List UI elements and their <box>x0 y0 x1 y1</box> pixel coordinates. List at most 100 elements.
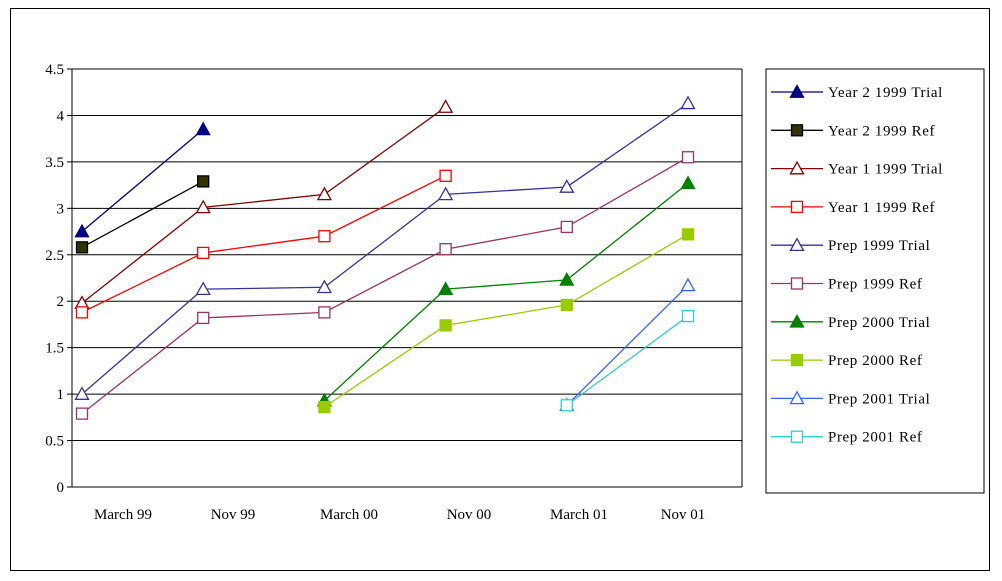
series-line <box>81 102 689 395</box>
legend-marker <box>790 200 804 214</box>
legend-label: Prep 2001 Trial <box>828 391 930 407</box>
series-lines <box>74 95 696 420</box>
legend-label: Prep 2001 Ref <box>828 430 922 446</box>
y-tick-label: 4.5 <box>45 62 64 78</box>
series-9 <box>560 309 695 412</box>
legend-label: Year 1 1999 Trial <box>828 162 943 178</box>
series-line <box>566 284 689 406</box>
series-1 <box>75 175 210 254</box>
y-tick-label: 3.5 <box>45 155 64 171</box>
data-point <box>439 243 452 256</box>
data-point <box>437 99 454 113</box>
y-tick-label: 0 <box>57 480 65 496</box>
legend-marker <box>790 124 804 137</box>
data-point <box>195 281 211 295</box>
data-point <box>74 223 90 238</box>
data-point <box>560 220 573 234</box>
legend-label: Prep 2000 Trial <box>828 315 930 331</box>
data-point <box>681 151 695 164</box>
y-tick-label: 1 <box>57 387 65 403</box>
data-point <box>318 230 331 243</box>
legend-item: Year 2 1999 Ref <box>771 123 934 139</box>
series-7 <box>318 228 695 414</box>
legend-item: Prep 2000 Ref <box>771 353 922 369</box>
y-tick-label: 4 <box>57 108 65 124</box>
legend-item: Year 1 1999 Trial <box>771 160 943 178</box>
data-point <box>559 179 575 193</box>
data-point <box>318 306 331 319</box>
legend-item: Prep 2000 Trial <box>771 313 930 331</box>
series-5 <box>75 151 695 420</box>
data-point <box>195 199 211 214</box>
data-point <box>681 228 695 241</box>
gridlines <box>72 68 742 488</box>
y-tick-label: 2.5 <box>45 248 64 264</box>
x-tick-label: Nov 99 <box>211 507 256 523</box>
series-line <box>81 156 689 415</box>
legend-label: Year 2 1999 Trial <box>828 85 943 101</box>
series-line <box>81 128 204 233</box>
series-line <box>566 315 689 406</box>
legend-marker <box>789 160 805 175</box>
data-point <box>681 309 695 323</box>
line-chart: 0 0.5 1 1.5 2 2.5 3 3.5 4 4.5 March 99 Nov 99 March … <box>45 62 985 523</box>
legend: Year 2 1999 Trial Year 2 1999 Ref Year 1 1… <box>765 68 985 494</box>
chart-frame: 0 0.5 1 1.5 2 2.5 3 3.5 4 4.5 March 99 Nov 99 March … <box>10 8 990 571</box>
data-point <box>316 186 333 201</box>
data-point <box>197 311 210 325</box>
series-0 <box>74 121 211 238</box>
data-point <box>439 319 452 332</box>
data-point <box>316 279 333 294</box>
legend-marker <box>789 84 805 98</box>
x-tick-label: March 00 <box>320 507 378 523</box>
series-8 <box>559 277 696 412</box>
data-point <box>437 281 454 295</box>
x-tick-label: March 01 <box>550 507 608 523</box>
series-line <box>323 182 689 402</box>
legend-marker <box>789 313 805 328</box>
legend-label: Prep 2000 Ref <box>828 353 922 369</box>
data-point <box>195 121 211 136</box>
series-line <box>81 180 204 248</box>
legend-marker <box>789 390 805 405</box>
legend-label: Prep 1999 Trial <box>828 238 930 254</box>
data-point <box>75 306 89 319</box>
legend-item: Prep 2001 Ref <box>771 430 922 446</box>
legend-item: Year 2 1999 Trial <box>771 84 943 101</box>
data-point <box>197 246 210 260</box>
data-point <box>197 175 210 188</box>
data-point <box>559 272 575 286</box>
legend-label: Prep 1999 Ref <box>828 277 922 293</box>
data-point <box>437 186 454 201</box>
series-2 <box>74 99 454 309</box>
data-point <box>318 400 331 414</box>
x-tick-label: March 99 <box>94 507 152 523</box>
series-4 <box>74 95 696 400</box>
data-point <box>75 407 89 420</box>
legend-label: Year 1 1999 Ref <box>828 200 935 216</box>
y-tick-label: 2 <box>57 294 65 310</box>
data-point <box>560 399 573 412</box>
data-point <box>680 95 696 110</box>
legend-item: Prep 1999 Trial <box>771 237 930 254</box>
axes: 0 0.5 1 1.5 2 2.5 3 3.5 4 4.5 March 99 Nov 99 March … <box>45 62 743 523</box>
y-tick-label: 0.5 <box>45 434 64 450</box>
legend-marker <box>789 237 805 252</box>
data-point <box>680 277 696 292</box>
data-point <box>74 386 90 400</box>
series-line <box>81 106 446 304</box>
x-tick-label: Nov 01 <box>661 507 706 523</box>
data-point <box>680 175 696 190</box>
legend-marker <box>790 353 804 367</box>
series-line <box>324 233 689 408</box>
x-tick-label: Nov 00 <box>447 507 492 523</box>
y-tick-label: 3 <box>57 201 65 217</box>
series-line <box>81 175 446 313</box>
legend-item: Prep 1999 Ref <box>771 277 922 293</box>
legend-marker <box>790 277 804 290</box>
y-tick-label: 1.5 <box>45 341 64 357</box>
data-point <box>560 298 573 312</box>
legend-marker <box>790 430 804 443</box>
data-point <box>439 169 452 182</box>
series-3 <box>75 169 452 319</box>
